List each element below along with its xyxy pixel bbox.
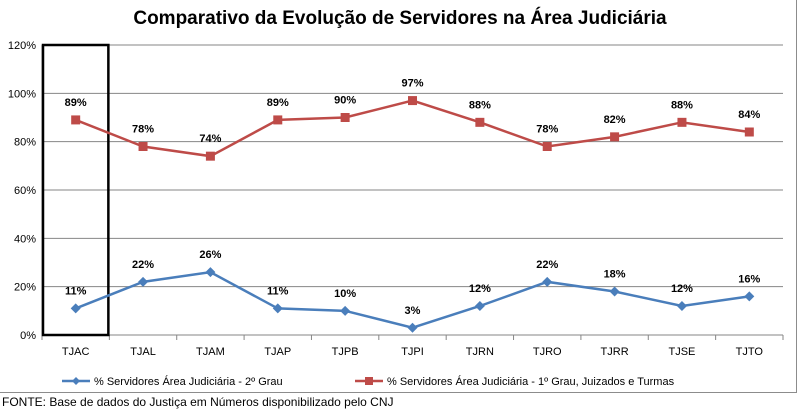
x-tick-label: TJPI: [401, 346, 424, 358]
legend-label: % Servidores Área Judiciária - 1º Grau, …: [387, 375, 675, 388]
data-label: 78%: [536, 124, 558, 136]
data-label: 84%: [738, 109, 760, 121]
data-label: 10%: [334, 288, 356, 300]
data-point: [677, 117, 687, 127]
y-tick-label: 100%: [8, 88, 36, 100]
data-point: [542, 276, 553, 287]
legend-label: % Servidores Área Judiciária - 2º Grau: [94, 375, 283, 388]
data-label: 97%: [401, 78, 423, 90]
data-label: 12%: [469, 283, 491, 295]
data-label: 88%: [671, 99, 693, 111]
x-tick-label: TJAP: [264, 346, 291, 358]
y-tick-label: 120%: [8, 40, 36, 52]
source-note: FONTE: Base de dados do Justiça em Númer…: [2, 395, 394, 409]
data-point: [138, 142, 148, 151]
chart-frame: [0, 0, 797, 393]
y-tick-label: 0%: [20, 330, 36, 342]
x-tick-label: TJTO: [736, 346, 764, 358]
chart-title: Comparativo da Evolução de Servidores na…: [133, 8, 667, 29]
data-point: [609, 286, 620, 297]
x-tick-label: TJSE: [669, 346, 696, 358]
data-point: [340, 113, 350, 122]
data-label: 11%: [65, 285, 87, 297]
data-label: 89%: [65, 97, 87, 109]
data-label: 22%: [536, 259, 558, 271]
data-label: 88%: [469, 99, 491, 111]
data-label: 3%: [405, 305, 421, 317]
data-point: [610, 132, 620, 142]
x-tick-label: TJAC: [62, 346, 90, 358]
data-point: [744, 127, 754, 137]
data-point: [542, 142, 552, 151]
data-label: 26%: [199, 249, 221, 261]
data-point: [205, 267, 216, 278]
data-label: 16%: [738, 273, 760, 285]
data-point: [138, 276, 149, 287]
data-label: 12%: [671, 283, 693, 295]
data-label: 74%: [199, 133, 221, 145]
data-label: 78%: [132, 124, 154, 136]
y-tick-label: 60%: [14, 185, 36, 197]
data-point: [205, 151, 215, 161]
data-point: [474, 301, 485, 311]
x-tick-label: TJRN: [466, 346, 494, 358]
series-line: [75, 99, 750, 158]
data-point: [475, 117, 485, 127]
series-line: [75, 270, 750, 330]
data-point: [744, 291, 755, 302]
data-point: [676, 301, 687, 311]
x-tick-label: TJAL: [130, 346, 156, 358]
data-point: [340, 305, 351, 316]
data-label: 18%: [604, 269, 626, 281]
data-label: 89%: [267, 97, 289, 109]
data-label: 90%: [334, 95, 356, 107]
y-tick-label: 20%: [14, 282, 36, 294]
y-tick-label: 80%: [14, 137, 36, 149]
x-tick-label: TJAM: [196, 346, 225, 358]
data-label: 22%: [132, 259, 154, 271]
x-tick-label: TJPB: [332, 346, 359, 358]
data-label: 82%: [604, 114, 626, 126]
highlight-box: [41, 43, 110, 337]
data-point: [273, 115, 283, 125]
data-point: [407, 322, 418, 333]
x-tick-label: TJRR: [601, 346, 629, 358]
y-tick-label: 40%: [14, 233, 36, 245]
data-point: [71, 115, 81, 125]
data-point: [272, 303, 283, 314]
x-tick-label: TJRO: [533, 346, 562, 358]
data-label: 11%: [267, 285, 289, 297]
legend-marker: [72, 377, 80, 385]
data-point: [408, 96, 417, 106]
legend-marker: [365, 377, 373, 385]
data-point: [70, 303, 81, 314]
